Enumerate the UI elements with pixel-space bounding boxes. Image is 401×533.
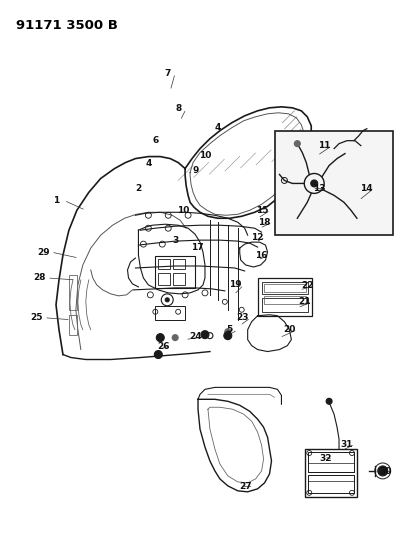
Text: 11: 11 [317, 141, 330, 150]
Bar [155, 256, 194, 288]
Text: 17: 17 [190, 243, 203, 252]
Text: 8: 8 [174, 104, 181, 114]
Bar [69, 275, 77, 310]
Text: 18: 18 [258, 218, 270, 227]
Bar [69, 315, 77, 335]
Text: 12: 12 [251, 232, 263, 241]
Bar [261, 298, 308, 312]
Circle shape [156, 334, 164, 342]
Text: 32: 32 [318, 455, 330, 464]
Circle shape [325, 398, 331, 404]
Text: 3: 3 [172, 236, 178, 245]
Circle shape [377, 466, 387, 476]
Circle shape [294, 141, 300, 147]
Bar [158, 259, 170, 269]
Text: 6: 6 [152, 136, 158, 145]
Text: 13: 13 [312, 184, 325, 193]
Bar [257, 278, 312, 316]
Text: 7: 7 [164, 69, 170, 77]
Text: 22: 22 [300, 281, 313, 290]
Text: 14: 14 [358, 184, 371, 193]
Bar [173, 273, 184, 285]
Text: 21: 21 [297, 297, 310, 306]
Bar [261, 282, 308, 294]
Text: 28: 28 [33, 273, 45, 282]
Circle shape [165, 298, 169, 302]
Bar [173, 259, 184, 269]
Bar [263, 284, 306, 292]
Bar [304, 449, 356, 497]
Text: 31: 31 [340, 440, 352, 449]
Text: 4: 4 [145, 159, 151, 168]
Text: 16: 16 [255, 251, 267, 260]
Text: 25: 25 [30, 313, 42, 322]
Text: 24: 24 [189, 332, 202, 341]
Text: 4: 4 [214, 123, 221, 132]
Text: 9: 9 [192, 166, 199, 175]
Text: 10: 10 [176, 206, 189, 215]
Circle shape [223, 332, 231, 340]
Circle shape [172, 335, 178, 341]
Text: 19: 19 [229, 280, 241, 289]
Circle shape [200, 330, 209, 338]
Circle shape [310, 180, 317, 187]
Bar [308, 475, 353, 493]
Circle shape [154, 351, 162, 359]
Text: 2: 2 [135, 184, 141, 193]
Circle shape [224, 329, 230, 335]
Text: 91171 3500 B: 91171 3500 B [16, 19, 118, 33]
Text: 23: 23 [236, 313, 248, 322]
Bar [275, 131, 392, 235]
Text: 27: 27 [239, 482, 251, 491]
Bar [155, 306, 184, 320]
Text: 20: 20 [282, 325, 295, 334]
Text: 1: 1 [53, 196, 59, 205]
Text: 15: 15 [256, 206, 268, 215]
Text: 26: 26 [157, 342, 169, 351]
Bar [308, 452, 353, 472]
Bar [263, 296, 306, 304]
Text: 10: 10 [198, 151, 211, 160]
Text: 5: 5 [226, 325, 232, 334]
Text: 29: 29 [37, 247, 49, 256]
Bar [158, 273, 170, 285]
Text: 30: 30 [379, 467, 391, 477]
